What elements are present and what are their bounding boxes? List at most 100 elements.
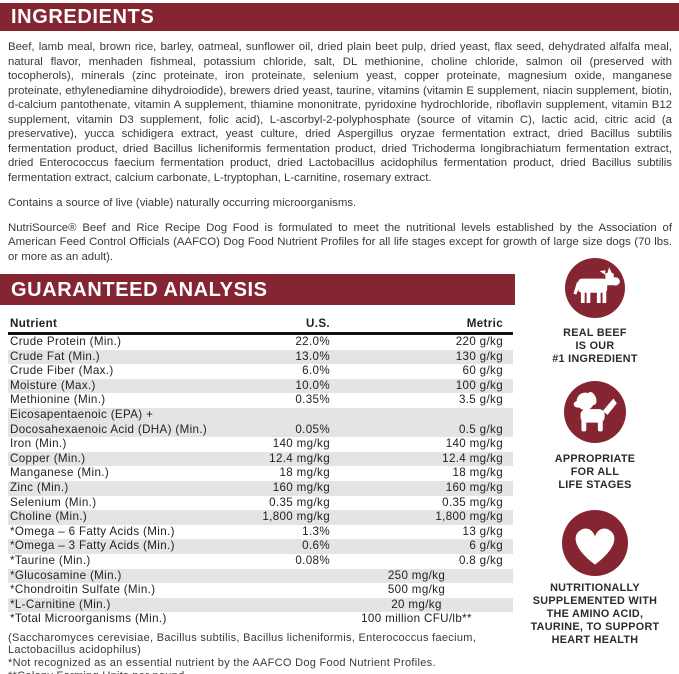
table-row: Choline (Min.) 1,800 mg/kg 1,800 mg/kg (8, 510, 513, 525)
nutrient-name: *Taurine (Min.) (10, 553, 91, 567)
metric-value: 220 g/kg (455, 335, 503, 348)
metric-value: 0.8 g/kg (458, 553, 503, 567)
metric-value: 60 g/kg (462, 364, 503, 378)
table-row: *Taurine (Min.) 0.08% 0.8 g/kg (8, 554, 513, 569)
nutrient-name: *Total Microorganisms (Min.) (10, 612, 167, 626)
us-value: 22.0% (295, 335, 330, 348)
us-value: 160 mg/kg (272, 480, 330, 494)
us-value: 0.6% (302, 539, 330, 553)
us-value: 18 mg/kg (279, 466, 330, 480)
badge-life-stages-caption: APPROPRIATE FOR ALL LIFE STAGES (555, 453, 636, 492)
badge-caption-line: APPROPRIATE (554, 453, 636, 465)
us-value: 1,800 mg/kg (262, 510, 330, 524)
table-row: Copper (Min.) 12.4 mg/kg 12.4 mg/kg (8, 451, 513, 467)
combined-value: 250 mg/kg (387, 568, 446, 582)
metric-value: 140 mg/kg (445, 437, 503, 451)
table-row: *Omega – 6 Fatty Acids (Min.) 1.3% 13 g/kg (8, 525, 513, 540)
table-row: *Chondroitin Sulfate (Min.) 500 mg/kg (8, 583, 513, 598)
table-row: *Omega – 3 Fatty Acids (Min.) 0.6% 6 g/kg (8, 539, 513, 554)
badge-caption-line: HEART HEALTH (551, 634, 639, 646)
column-header-us: U.S. (306, 317, 330, 330)
metric-value: 6 g/kg (469, 539, 503, 553)
nutrient-name: Methionine (Min.) (10, 393, 106, 407)
badge-heart-health-caption: NUTRITIONALLY SUPPLEMENTED WITH THE AMINO … (531, 582, 660, 647)
ingredients-section-header: INGREDIENTS (0, 3, 679, 31)
nutrient-name: *Chondroitin Sulfate (Min.) (10, 583, 156, 597)
metric-value: 12.4 mg/kg (442, 451, 503, 465)
table-row: *L-Carnitine (Min.) 20 mg/kg (8, 597, 513, 613)
nutrient-name: Crude Protein (Min.) (10, 335, 122, 348)
metric-value: 0.5 g/kg (458, 422, 503, 436)
table-row: Iron (Min.) 140 mg/kg 140 mg/kg (8, 437, 513, 452)
aafco-statement: NutriSource® Beef and Rice Recipe Dog Fo… (8, 221, 672, 263)
table-row: Crude Protein (Min.) 22.0% 220 g/kg (8, 335, 513, 350)
table-row: Crude Fat (Min.) 13.0% 130 g/kg (8, 349, 513, 365)
nutrient-name: *Omega – 3 Fatty Acids (Min.) (10, 539, 175, 553)
us-value: 140 mg/kg (272, 437, 330, 451)
badge-caption-line: #1 INGREDIENT (552, 353, 638, 365)
nutrient-table: Nutrient U.S. Metric Crude Protein (Min.… (8, 317, 513, 627)
table-row: Moisture (Max.) 10.0% 100 g/kg (8, 378, 513, 394)
nutrient-name: Crude Fiber (Max.) (10, 364, 114, 378)
nutrient-name: *Glucosamine (Min.) (10, 568, 122, 582)
cow-icon (565, 258, 625, 318)
metric-value: 130 g/kg (455, 349, 503, 363)
us-value: 0.35 mg/kg (269, 495, 330, 509)
badge-caption-line: THE AMINO ACID, (546, 608, 644, 620)
us-value: 10.0% (295, 378, 330, 392)
ingredients-list: Beef, lamb meal, brown rice, barley, oat… (8, 41, 672, 184)
metric-value: 0.35 mg/kg (442, 495, 503, 509)
nutrient-name: Copper (Min.) (10, 451, 86, 465)
combined-value: 500 mg/kg (387, 583, 446, 597)
nutrient-name: *L-Carnitine (Min.) (10, 597, 111, 611)
table-body: Crude Protein (Min.) 22.0% 220 g/kg Crude F… (8, 335, 513, 627)
us-value: 1.3% (302, 524, 330, 538)
ingredients-title: INGREDIENTS (11, 6, 155, 28)
metric-value: 100 g/kg (455, 378, 503, 392)
table-row: Methionine (Min.) 0.35% 3.5 g/kg (8, 393, 513, 408)
guaranteed-analysis-section-header: GUARANTEED ANALYSIS (0, 274, 515, 305)
metric-value: 18 mg/kg (452, 466, 503, 480)
dog-icon (564, 381, 626, 443)
table-row: Selenium (Min.) 0.35 mg/kg 0.35 mg/kg (8, 496, 513, 511)
nutrient-name: Moisture (Max.) (10, 378, 96, 392)
combined-value: 100 million CFU/lb** (361, 612, 472, 626)
us-value: 0.08% (295, 553, 330, 567)
badge-caption-line: REAL BEEF (563, 327, 627, 339)
nutrient-name: Choline (Min.) (10, 510, 88, 524)
table-row: Crude Fiber (Max.) 6.0% 60 g/kg (8, 364, 513, 379)
table-row: *Total Microorganisms (Min.) 100 million … (8, 612, 513, 627)
badge-caption-line: NUTRITIONALLY (550, 582, 640, 594)
table-row: Zinc (Min.) 160 mg/kg 160 mg/kg (8, 480, 513, 496)
us-value: 0.05% (295, 422, 330, 436)
heart-icon (562, 510, 628, 576)
table-row: Manganese (Min.) 18 mg/kg 18 mg/kg (8, 466, 513, 481)
nutrient-name: Eicosapentaenoic (EPA) + Docosahexaenoic … (8, 408, 210, 437)
nutrient-name: *Omega – 6 Fatty Acids (Min.) (10, 524, 175, 538)
guaranteed-analysis-title: GUARANTEED ANALYSIS (11, 278, 268, 301)
us-value: 12.4 mg/kg (269, 451, 330, 465)
badge-real-beef-caption: REAL BEEF IS OUR #1 INGREDIENT (552, 327, 638, 366)
nutrient-name: Zinc (Min.) (10, 480, 69, 494)
badge-caption-line: TAURINE, TO SUPPORT (530, 621, 660, 633)
live-microorganisms-note: Contains a source of live (viable) natur… (8, 197, 357, 209)
metric-value: 3.5 g/kg (458, 393, 503, 407)
nutrient-name: Iron (Min.) (10, 437, 67, 451)
footnote-cfu: **Colony Forming Units per pound (8, 670, 513, 674)
table-header-row: Nutrient U.S. Metric (8, 317, 513, 335)
nutrient-name-line: Docosahexaenoic Acid (DHA) (Min.) (10, 422, 208, 436)
badge-caption-line: FOR ALL (570, 466, 620, 478)
column-header-nutrient: Nutrient (10, 317, 58, 330)
combined-value: 20 mg/kg (391, 597, 442, 611)
nutrient-name: Selenium (Min.) (10, 495, 97, 509)
badge-caption-line: SUPPLEMENTED WITH (532, 595, 658, 607)
footnote-not-recognized: *Not recognized as an essential nutrient… (8, 657, 436, 670)
table-footnotes: (Saccharomyces cerevisiae, Bacillus subt… (8, 632, 513, 674)
us-value: 0.35% (295, 393, 330, 407)
benefit-badges: REAL BEEF IS OUR #1 INGREDIENT APPROPRIATE F… (525, 258, 665, 647)
column-header-metric: Metric (466, 317, 503, 330)
badge-caption-line: LIFE STAGES (558, 479, 632, 491)
metric-value: 160 mg/kg (445, 480, 503, 494)
nutrient-name: Crude Fat (Min.) (10, 349, 100, 363)
